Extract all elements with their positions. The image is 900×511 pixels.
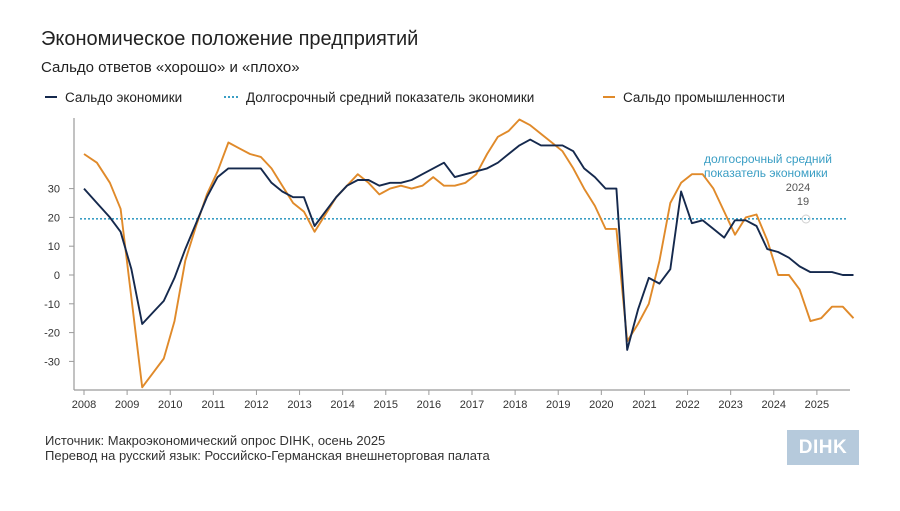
x-tick-label: 2019 [546,399,570,411]
legend-label-economy: Сальдо экономики [65,89,183,105]
translation-note: Перевод на русский язык: Российско-Герма… [45,448,490,463]
annotation-line1: долгосрочный средний [704,152,832,166]
x-tick-label: 2015 [374,399,398,411]
legend-swatch-longterm [224,96,238,98]
chart-title: Экономическое положение предприятий [41,28,419,50]
x-tick-label: 2018 [503,399,527,411]
legend-item-industry: Сальдо промышленности [603,88,785,106]
x-tick-label: 2012 [244,399,268,411]
legend-swatch-industry [603,96,615,98]
x-tick-label: 2020 [589,399,613,411]
dihk-logo: DIHK [787,430,859,465]
x-tick-labels: 2008 2009 2010 2011 2012 2013 2014 2015 2016 2017… [72,399,829,411]
x-tick-label: 2025 [805,399,829,411]
annotation-year: 2024 [786,182,810,194]
y-tick-labels: 30 20 10 0 -10 -20 -30 [44,184,60,369]
legend-swatch-economy [45,96,57,98]
y-tick-label: 20 [48,212,60,224]
chart-subtitle: Сальдо ответов «хорошо» и «плохо» [41,59,300,76]
y-tick-label: 30 [48,184,60,196]
annotation-value: 19 [797,196,809,208]
x-tick-label: 2011 [202,399,226,411]
legend-label-industry: Сальдо промышленности [623,89,785,105]
x-tick-label: 2023 [718,399,742,411]
annotation-marker [801,214,811,224]
x-tick-label: 2017 [460,399,484,411]
source-note: Источник: Макроэкономический опрос DIHK,… [45,433,386,448]
logo-text: DIHK [798,436,848,458]
y-tick-label: -20 [44,328,60,340]
y-tick-label: -30 [44,356,60,368]
y-tick-label: 0 [54,270,60,282]
x-tick-label: 2022 [675,399,699,411]
x-tick-label: 2010 [158,399,182,411]
axis-group [69,118,850,395]
legend-item-economy: Сальдо экономики [45,88,182,106]
x-tick-label: 2024 [762,399,786,411]
legend-item-longterm: Долгосрочный средний показатель экономик… [224,88,534,106]
x-tick-label: 2009 [115,399,139,411]
legend-label-longterm: Долгосрочный средний показатель экономик… [246,89,535,105]
x-tick-label: 2021 [632,399,656,411]
x-tick-label: 2008 [72,399,96,411]
y-tick-label: 10 [48,241,60,253]
y-tick-label: -10 [44,299,60,311]
industry-series-line [83,118,855,389]
x-tick-label: 2016 [417,399,441,411]
economy-series-line [83,138,854,351]
x-tick-label: 2013 [287,399,311,411]
annotation-line2: показатель экономики [704,166,828,180]
x-tick-label: 2014 [330,399,354,411]
